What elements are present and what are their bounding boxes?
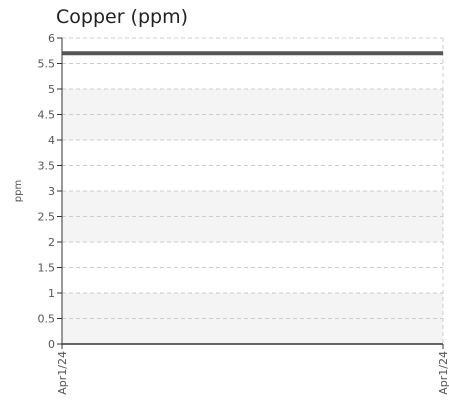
y-tick-label: 1.5	[38, 262, 56, 275]
y-tick-label: 1	[48, 287, 55, 300]
y-tick-label: 4.5	[38, 109, 56, 122]
y-tick-label: 5.5	[38, 58, 56, 71]
y-tick-label: 3	[48, 185, 55, 198]
y-tick-label: 0	[48, 338, 55, 351]
x-tick-label: Apr1/24	[437, 351, 449, 395]
chart-title: Copper (ppm)	[56, 6, 189, 28]
y-tick-label: 0.5	[38, 313, 56, 326]
x-tick-label: Apr1/24	[56, 351, 69, 395]
y-tick-label: 3.5	[38, 160, 56, 173]
y-axis-label: ppm	[13, 180, 24, 202]
y-tick-label: 4	[48, 134, 55, 147]
tick-labels: 0 0.5 1 1.5 2 2.5 3 3.5 4 4.5 5 5.5 6 Apr1/24 Apr1/24 p…	[13, 32, 449, 395]
y-tick-label: 2.5	[38, 211, 56, 224]
y-tick-label: 5	[48, 83, 55, 96]
y-tick-label: 2	[48, 236, 55, 249]
y-tick-label: 6	[48, 32, 55, 45]
axes	[57, 37, 444, 349]
